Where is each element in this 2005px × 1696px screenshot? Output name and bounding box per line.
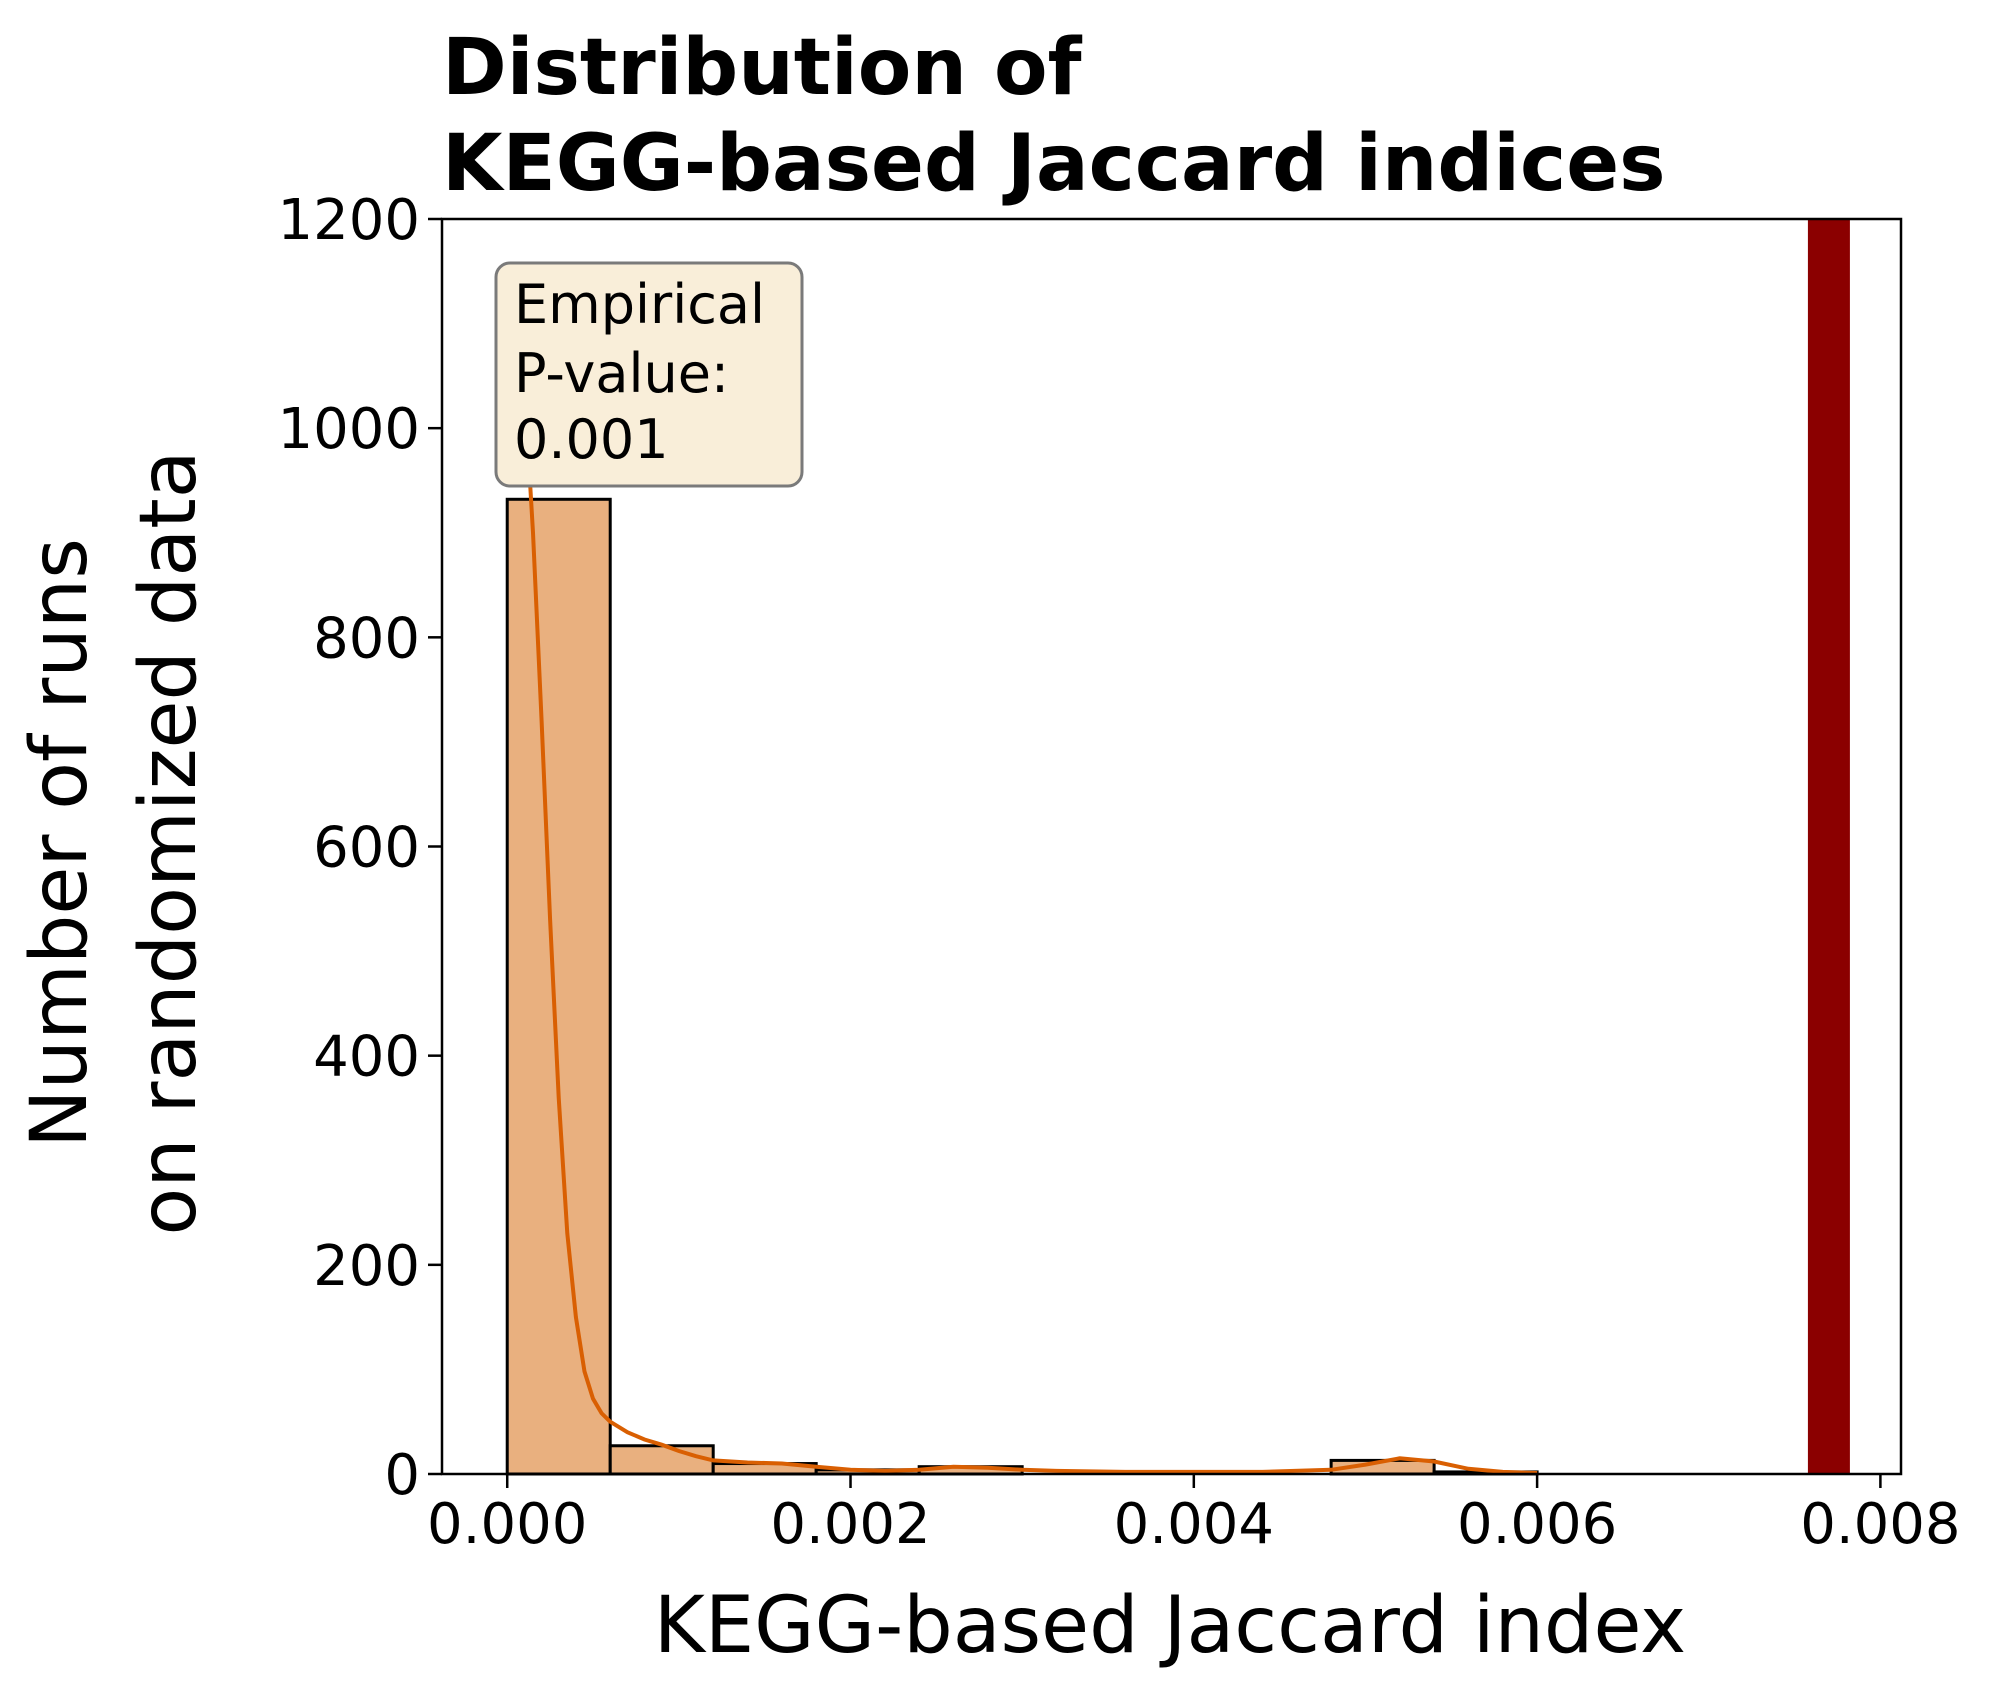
y-tick-label-1: 200 [313, 1234, 420, 1299]
p-value-annotation: Empirical P-value: 0.001 [494, 261, 804, 488]
x-tick-label-1: 0.002 [770, 1492, 930, 1557]
y-tick-label-4: 800 [313, 606, 420, 671]
y-axis-label-line-2: on randomized data [124, 450, 214, 1235]
observed-value-marker [1807, 219, 1850, 1474]
annotation-box [494, 261, 804, 488]
histogram-bar-0 [505, 497, 612, 1476]
y-tick-label-3: 600 [313, 816, 420, 881]
y-tick-label-6: 1200 [277, 188, 420, 253]
x-axis-ticks: 0.000 0.002 0.004 0.006 0.008 [427, 1474, 1961, 1557]
y-tick-label-5: 1000 [277, 397, 420, 462]
histogram-bars [505, 497, 1539, 1476]
chart-title-line-2: KEGG-based Jaccard indices [442, 119, 1666, 209]
annotation-line-1: Empirical [514, 273, 765, 336]
chart-title-line-1: Distribution of [442, 23, 1083, 113]
annotation-line-3: 0.001 [514, 408, 669, 471]
x-tick-label-3: 0.006 [1457, 1492, 1617, 1557]
y-axis-label-line-1: Number of runs [15, 538, 105, 1148]
x-tick-label-2: 0.004 [1114, 1492, 1274, 1557]
y-tick-label-0: 0 [384, 1443, 420, 1508]
x-tick-label-0: 0.000 [427, 1492, 587, 1557]
y-axis-ticks: 0 200 400 600 800 1000 1200 [277, 188, 442, 1508]
kde-curve [505, 275, 1538, 1475]
x-tick-label-4: 0.008 [1800, 1492, 1960, 1557]
y-tick-label-2: 400 [313, 1025, 420, 1090]
histogram-bar-1 [608, 1444, 715, 1476]
x-axis-label: KEGG-based Jaccard index [654, 1581, 1686, 1671]
annotation-line-2: P-value: [514, 342, 729, 405]
